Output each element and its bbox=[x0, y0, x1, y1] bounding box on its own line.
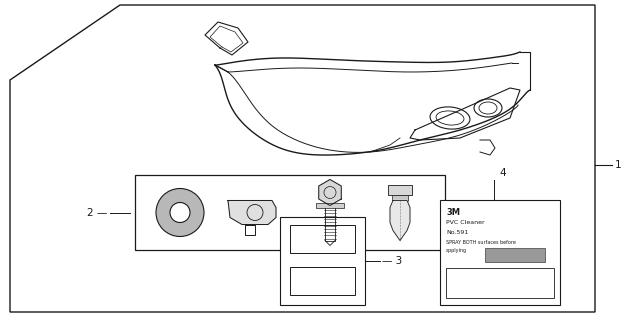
Text: PVC Cleaner: PVC Cleaner bbox=[446, 220, 484, 225]
Bar bbox=[388, 184, 412, 195]
Text: 4: 4 bbox=[499, 168, 506, 178]
Polygon shape bbox=[228, 201, 276, 225]
Text: 2 —: 2 — bbox=[87, 207, 107, 218]
Text: applying: applying bbox=[446, 248, 467, 253]
Text: 3M: 3M bbox=[446, 208, 460, 217]
Bar bbox=[290, 225, 355, 253]
Bar bbox=[392, 195, 408, 201]
Polygon shape bbox=[319, 180, 341, 205]
Bar bbox=[485, 248, 545, 262]
Text: 1: 1 bbox=[615, 160, 621, 170]
Text: SPRAY BOTH surfaces before: SPRAY BOTH surfaces before bbox=[446, 240, 516, 245]
Circle shape bbox=[170, 203, 190, 222]
Bar bbox=[440, 200, 560, 305]
Text: No.591: No.591 bbox=[446, 230, 468, 235]
Bar bbox=[290, 267, 355, 295]
Text: — 3: — 3 bbox=[382, 256, 403, 266]
Bar bbox=[135, 175, 445, 250]
Bar bbox=[280, 217, 365, 305]
Polygon shape bbox=[390, 201, 410, 241]
Bar bbox=[316, 203, 344, 207]
Circle shape bbox=[156, 189, 204, 236]
Bar bbox=[446, 268, 554, 298]
